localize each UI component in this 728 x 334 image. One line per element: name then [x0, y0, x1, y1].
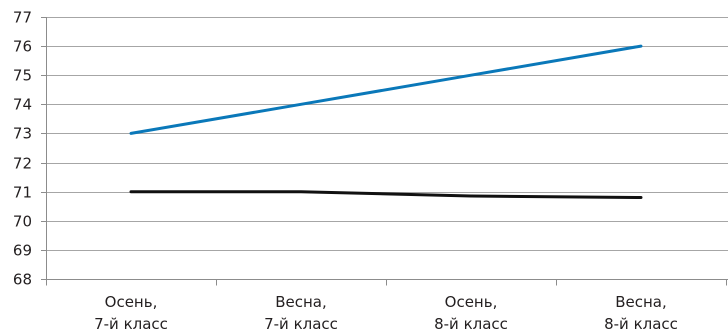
x-tick-label-line: Осень, [105, 293, 158, 311]
y-tick-label: 68 [13, 271, 32, 289]
series-lines [129, 44, 643, 199]
x-tick-label-line: Весна, [275, 293, 327, 311]
y-tick-label: 71 [13, 184, 32, 202]
series-line-2 [129, 190, 643, 199]
y-tick-label: 69 [13, 242, 32, 260]
axes [41, 17, 728, 286]
x-tick-label: Осень, 7-й класс [94, 293, 168, 333]
y-tick-label: 73 [13, 125, 32, 143]
x-tick-label: Весна, 7-й класс [264, 293, 338, 333]
y-tick-label: 70 [13, 213, 32, 231]
x-tick-label-line: 7-й класс [94, 315, 168, 333]
x-tick-label-line: 8-й класс [604, 315, 678, 333]
x-tick-labels: Осень, 7-й класс Весна, 7-й класс Осень, 8-й … [94, 293, 678, 333]
x-tick-label-line: Весна, [615, 293, 667, 311]
y-tick-label: 75 [13, 67, 32, 85]
series-line-1 [129, 44, 643, 135]
y-tick-label: 72 [13, 155, 32, 173]
y-tick-labels: 68 69 70 71 72 73 74 75 76 77 [13, 9, 32, 289]
y-tick-label: 76 [13, 38, 32, 56]
x-tick-label: Осень, 8-й класс [434, 293, 508, 333]
x-tick-label-line: 7-й класс [264, 315, 338, 333]
y-tick-label: 74 [13, 96, 32, 114]
y-tick-label: 77 [13, 9, 32, 27]
x-tick-label-line: Осень, [445, 293, 498, 311]
x-tick-label-line: 8-й класс [434, 315, 508, 333]
x-tick-label: Весна, 8-й класс [604, 293, 678, 333]
gridlines [46, 17, 728, 251]
